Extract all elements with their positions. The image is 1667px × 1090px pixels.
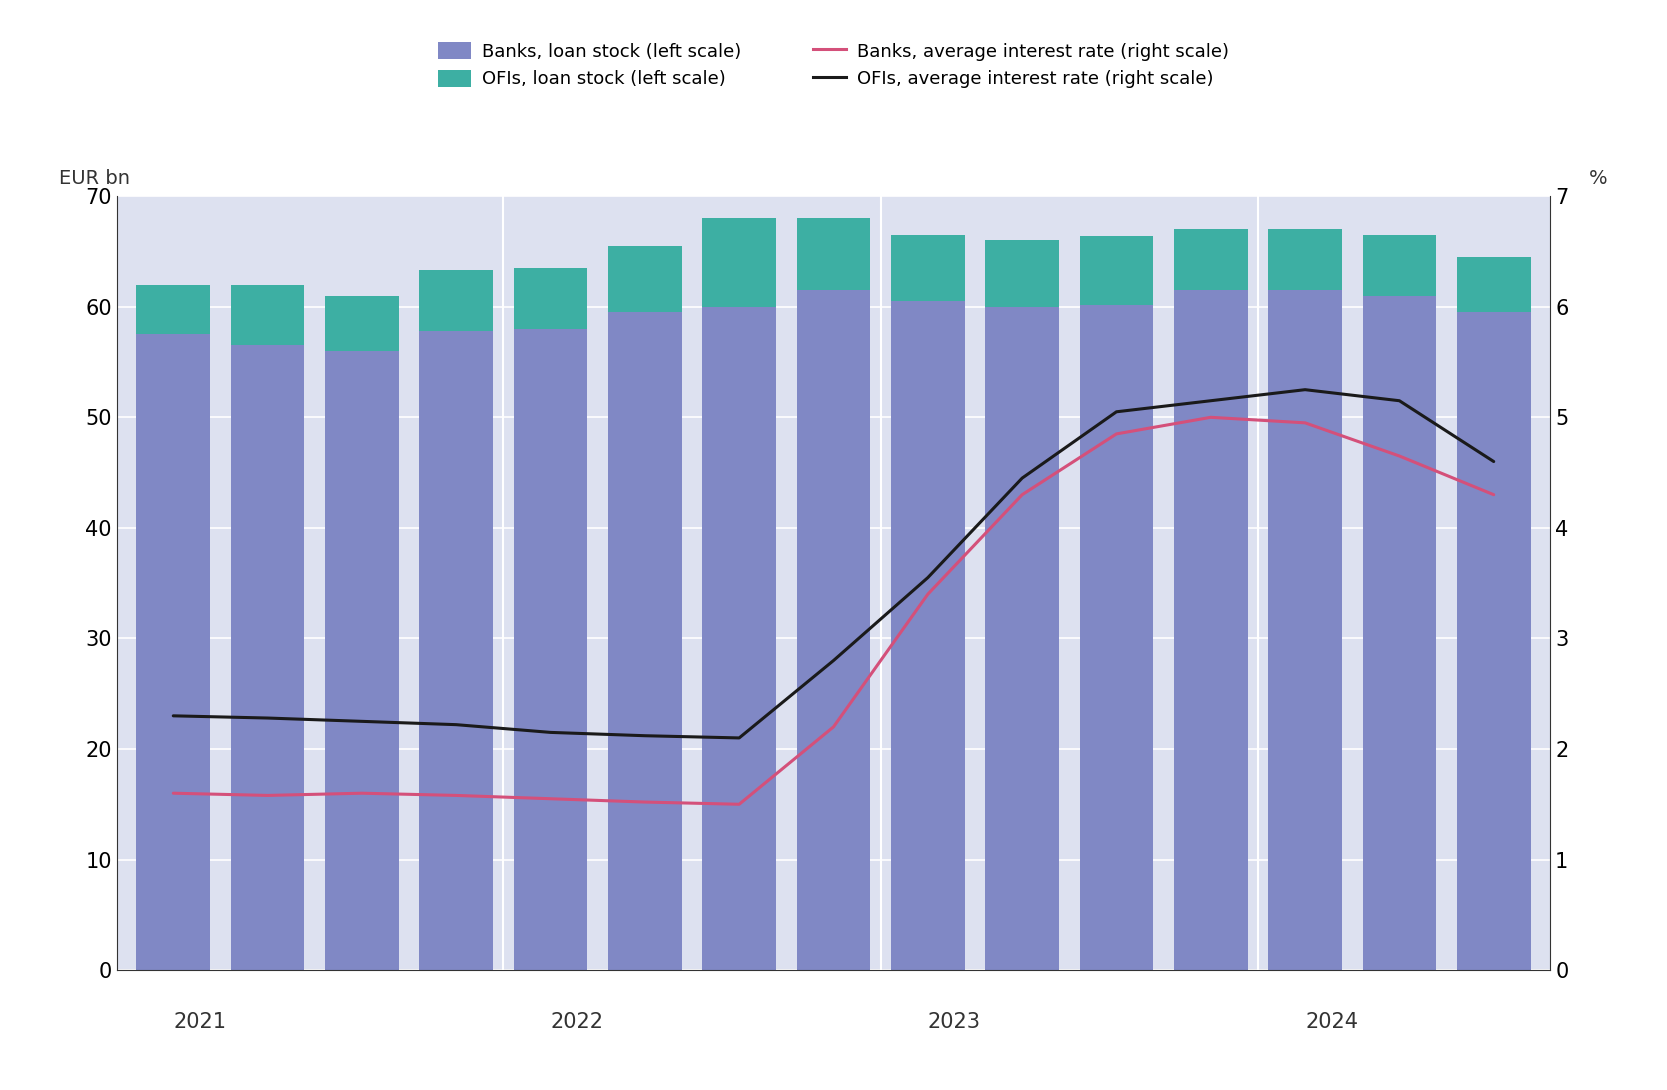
- Bar: [1080, 304, 1154, 970]
- Bar: [230, 284, 305, 346]
- Bar: [420, 270, 493, 331]
- Bar: [1174, 229, 1247, 290]
- Bar: [1269, 290, 1342, 970]
- Text: 2021: 2021: [173, 1013, 227, 1032]
- Bar: [892, 301, 965, 970]
- Bar: [1080, 237, 1154, 304]
- Text: 2022: 2022: [550, 1013, 603, 1032]
- Bar: [513, 268, 587, 329]
- Bar: [702, 306, 775, 970]
- Bar: [137, 335, 210, 970]
- Legend: Banks, loan stock (left scale), OFIs, loan stock (left scale), Banks, average in: Banks, loan stock (left scale), OFIs, lo…: [438, 41, 1229, 88]
- Bar: [137, 284, 210, 335]
- Bar: [1362, 235, 1437, 295]
- Bar: [608, 246, 682, 313]
- Bar: [608, 313, 682, 970]
- Bar: [985, 241, 1059, 306]
- Text: 2023: 2023: [929, 1013, 980, 1032]
- Bar: [230, 346, 305, 970]
- Bar: [1457, 257, 1530, 313]
- Bar: [325, 351, 398, 970]
- Bar: [797, 290, 870, 970]
- Bar: [892, 235, 965, 301]
- Bar: [325, 295, 398, 351]
- Bar: [985, 306, 1059, 970]
- Text: %: %: [1589, 169, 1607, 189]
- Bar: [1174, 290, 1247, 970]
- Bar: [797, 218, 870, 290]
- Bar: [420, 331, 493, 970]
- Bar: [702, 218, 775, 306]
- Text: 2024: 2024: [1305, 1013, 1359, 1032]
- Bar: [1362, 295, 1437, 970]
- Bar: [1269, 229, 1342, 290]
- Bar: [1457, 313, 1530, 970]
- Bar: [513, 329, 587, 970]
- Text: EUR bn: EUR bn: [60, 169, 130, 189]
